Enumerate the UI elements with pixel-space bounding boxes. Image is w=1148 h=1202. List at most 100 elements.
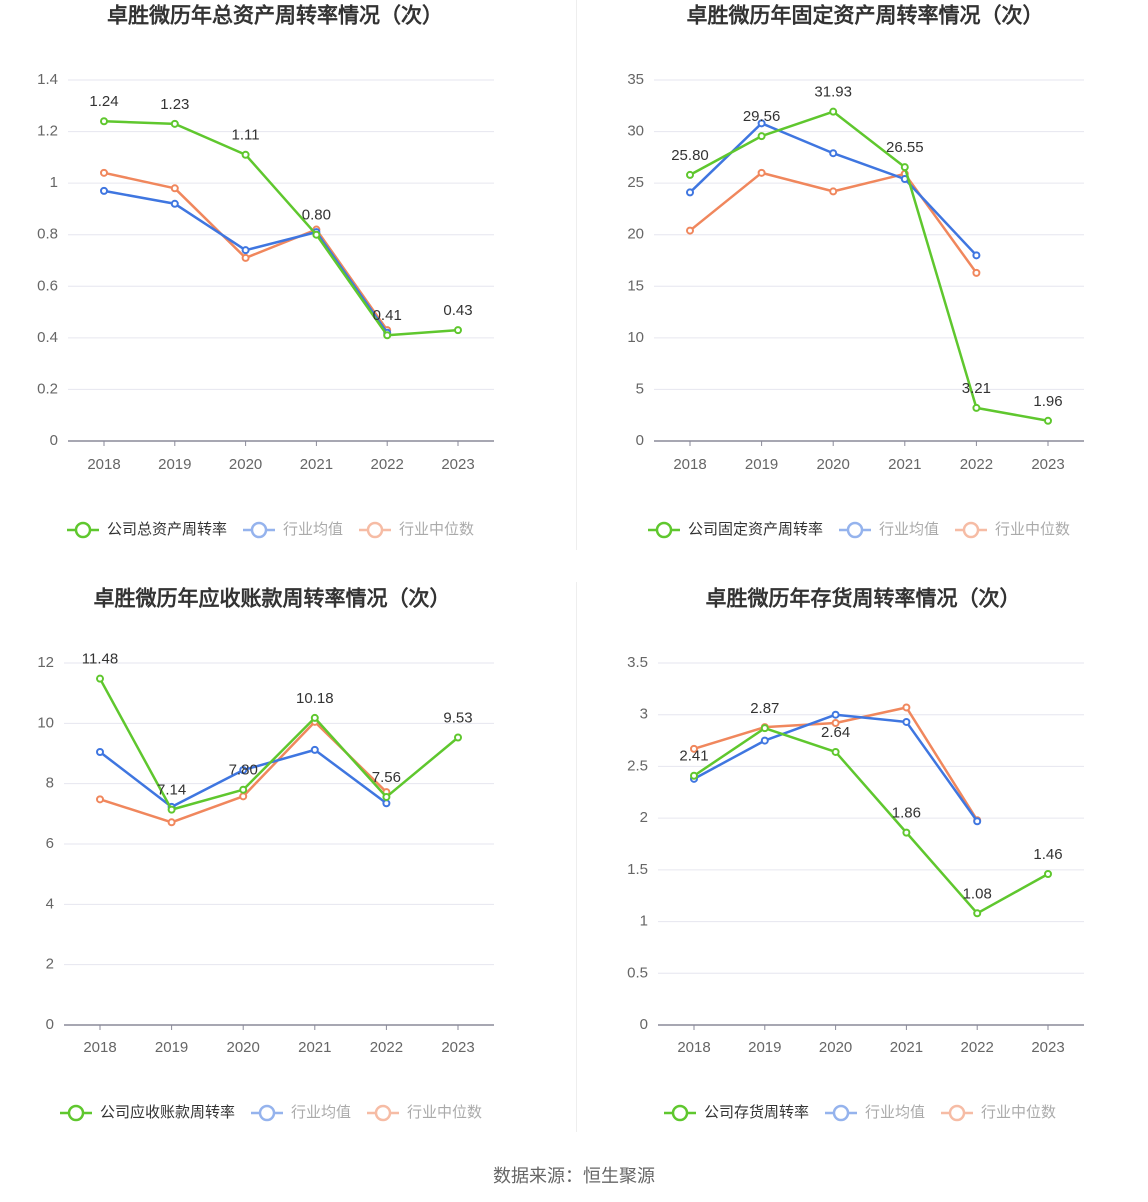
y-tick-label: 1.5 [627, 861, 648, 878]
data-label: 3.21 [962, 380, 991, 397]
data-label: 0.41 [373, 307, 402, 324]
data-label: 7.14 [157, 782, 186, 799]
data-point-average [760, 736, 769, 745]
series-line-company [98, 678, 459, 811]
chart-title: 卓胜微历年存货周转率情况（次） [706, 587, 1021, 611]
y-tick-label: 1.2 [37, 123, 58, 140]
data-point-median [170, 184, 179, 193]
y-tick-label: 10 [37, 714, 54, 731]
legend-label: 公司总资产周转率 [107, 521, 227, 538]
data-point-company [167, 805, 176, 814]
legend-item-average: 行业均值 [839, 521, 939, 539]
y-tick-label: 30 [627, 123, 644, 140]
y-tick-label: 0.5 [627, 964, 648, 981]
data-label: 29.56 [743, 108, 781, 125]
data-point-company [454, 326, 462, 335]
y-tick-label: 2 [640, 809, 648, 826]
x-tick-label: 2020 [227, 1039, 260, 1056]
legend-item-median: 行业中位数 [367, 1104, 482, 1122]
data-label: 1.24 [89, 93, 118, 110]
data-label: 1.46 [1033, 846, 1062, 863]
data-point-average [686, 188, 694, 197]
y-tick-label: 2.5 [627, 757, 648, 774]
legend-label: 行业均值 [879, 521, 939, 538]
x-tick-label: 2022 [370, 1039, 403, 1056]
y-tick-label: 20 [627, 226, 644, 243]
data-point-company [900, 163, 909, 172]
y-tick-label: 1 [640, 913, 648, 930]
legend-item-average: 行业均值 [243, 521, 343, 539]
x-tick-label: 2018 [673, 456, 706, 473]
y-tick-label: 1 [50, 174, 58, 191]
legend-item-company: 公司固定资产周转率 [648, 521, 823, 539]
y-tick-label: 15 [627, 277, 644, 294]
data-label: 2.64 [821, 724, 850, 741]
x-tick-label: 2019 [745, 456, 778, 473]
data-point-company [96, 674, 104, 683]
x-tick-label: 2021 [298, 1039, 331, 1056]
legend-item-company: 公司存货周转率 [664, 1104, 809, 1122]
x-tick-label: 2021 [890, 1039, 923, 1056]
y-tick-label: 0 [50, 432, 58, 449]
y-tick-label: 0 [640, 1016, 648, 1033]
data-point-median [757, 168, 766, 177]
legend-marker [671, 1104, 689, 1122]
data-point-average [310, 745, 319, 754]
y-tick-label: 0.2 [37, 380, 58, 397]
data-point-company [973, 909, 982, 918]
data-point-average [382, 799, 391, 808]
legend-marker [832, 1104, 850, 1122]
y-tick-label: 8 [46, 775, 54, 792]
data-point-company [690, 771, 698, 780]
chart-2: 卓胜微历年固定资产周转率情况（次） 0 5 10 15 20 25 30 35 2018 2019 2… [627, 4, 1084, 539]
vertical-divider-top [576, 0, 577, 550]
legend-item-average: 行业均值 [251, 1104, 351, 1122]
x-tick-label: 2020 [819, 1039, 852, 1056]
data-point-company [239, 785, 248, 794]
data-point-average [831, 710, 840, 719]
data-point-median [239, 792, 248, 801]
y-tick-label: 0.8 [37, 226, 58, 243]
legend-label: 行业均值 [291, 1104, 351, 1121]
legend-marker [948, 1104, 966, 1122]
data-source-label: 数据来源：恒生聚源 [493, 1166, 655, 1186]
data-point-company [1044, 869, 1052, 878]
data-point-company [902, 828, 911, 837]
y-tick-label: 10 [627, 329, 644, 346]
data-label: 26.55 [886, 139, 924, 156]
legend-label: 行业均值 [865, 1104, 925, 1121]
chart-title: 卓胜微历年应收账款周转率情况（次） [94, 587, 451, 611]
data-point-average [973, 817, 982, 826]
x-tick-label: 2019 [158, 456, 191, 473]
legend-label: 公司存货周转率 [704, 1104, 809, 1121]
legend-label: 行业中位数 [981, 1104, 1056, 1121]
y-tick-label: 1.4 [37, 71, 58, 88]
legend-marker [374, 1104, 392, 1122]
data-label: 1.11 [232, 127, 260, 144]
x-tick-label: 2018 [83, 1039, 116, 1056]
x-tick-label: 2019 [155, 1039, 188, 1056]
y-tick-label: 35 [627, 71, 644, 88]
legend-item-company: 公司总资产周转率 [67, 521, 227, 539]
series-line-company [689, 110, 1049, 423]
x-tick-label: 2020 [229, 456, 262, 473]
data-point-company [100, 117, 108, 126]
y-tick-label: 0.6 [37, 277, 58, 294]
data-point-median [686, 226, 694, 235]
data-point-average [96, 747, 104, 756]
legend-label: 公司固定资产周转率 [688, 521, 823, 538]
data-point-median [829, 187, 838, 196]
data-point-company [310, 713, 319, 722]
chart-1: 卓胜微历年总资产周转率情况（次） 0 0.2 0.4 0.6 0.8 1 1.2 1.4 2018… [37, 4, 494, 539]
x-tick-label: 2018 [677, 1039, 710, 1056]
legend-item-company: 公司应收账款周转率 [60, 1103, 235, 1122]
data-point-average [239, 766, 248, 775]
data-label: 25.80 [671, 147, 709, 164]
legend-label: 公司应收账款周转率 [100, 1103, 235, 1121]
y-tick-label: 2 [46, 956, 54, 973]
data-label: 9.53 [443, 709, 472, 726]
data-point-company [454, 733, 462, 742]
data-point-company [241, 150, 250, 159]
data-point-company [382, 792, 391, 801]
data-point-average [972, 251, 981, 260]
